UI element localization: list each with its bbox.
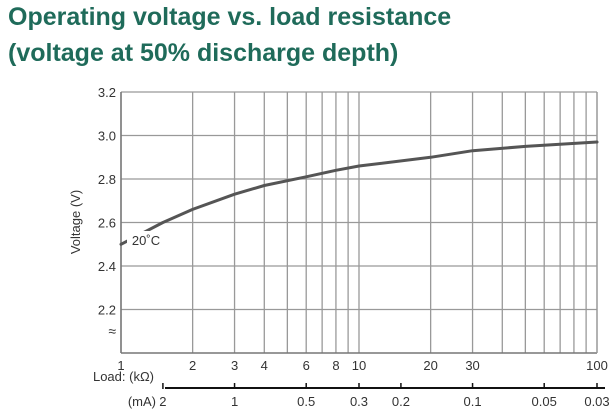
x-axis-label: Load: (kΩ) <box>93 369 154 384</box>
y-tick-label: 2.6 <box>98 216 116 231</box>
secondary-tick-label: 0.1 <box>464 394 482 409</box>
x-tick-label: 1 <box>117 358 124 373</box>
chart-subtitle: (voltage at 50% discharge depth) <box>8 39 399 67</box>
secondary-axis-label: (mA) <box>128 394 156 409</box>
x-tick-label: 8 <box>332 358 339 373</box>
y-tick-label: 2.4 <box>98 259 116 274</box>
series-label-background <box>127 231 165 249</box>
y-tick-label: 2.2 <box>98 303 116 318</box>
x-tick-label: 20 <box>423 358 437 373</box>
y-tick-label: 3.0 <box>98 129 116 144</box>
secondary-tick-label: 0.3 <box>350 394 368 409</box>
secondary-tick-label: 0.5 <box>297 394 315 409</box>
secondary-tick-label: 0.05 <box>532 394 557 409</box>
x-tick-label: 3 <box>231 358 238 373</box>
secondary-tick-label: 1 <box>231 394 238 409</box>
series-line-20c <box>119 140 599 246</box>
x-tick-label: 6 <box>303 358 310 373</box>
axis-break-mark: ≈ <box>108 323 116 339</box>
y-tick-label: 2.8 <box>98 172 116 187</box>
y-tick-label: 3.2 <box>98 85 116 100</box>
secondary-tick-label: 2 <box>159 394 166 409</box>
chart-title: Operating voltage vs. load resistance <box>8 3 452 31</box>
series-label: 20˚C <box>132 233 160 248</box>
x-tick-label: 100 <box>586 358 608 373</box>
y-axis-label: Voltage (V) <box>68 190 83 254</box>
secondary-tick-label: 0.03 <box>584 394 609 409</box>
x-tick-label: 10 <box>352 358 366 373</box>
x-tick-label: 4 <box>261 358 268 373</box>
x-tick-label: 2 <box>189 358 196 373</box>
secondary-tick-label: 0.2 <box>392 394 410 409</box>
x-tick-label: 30 <box>465 358 479 373</box>
